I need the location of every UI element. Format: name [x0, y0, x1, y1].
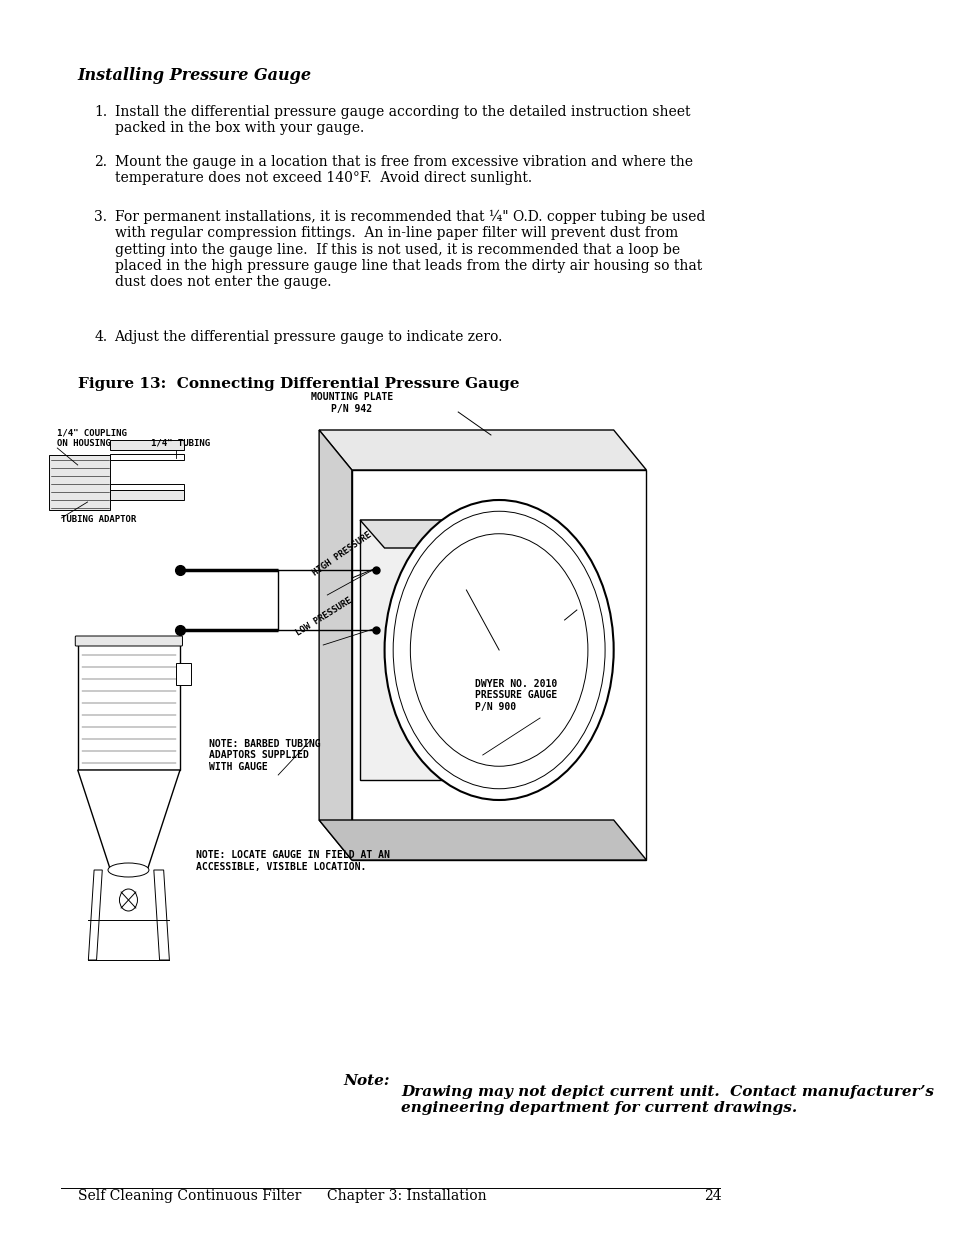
Text: Note:: Note:: [343, 1074, 390, 1088]
Text: For permanent installations, it is recommended that ¼" O.D. copper tubing be use: For permanent installations, it is recom…: [114, 210, 704, 289]
Text: Adjust the differential pressure gauge to indicate zero.: Adjust the differential pressure gauge t…: [114, 330, 502, 345]
Bar: [175, 663, 191, 685]
Polygon shape: [319, 820, 646, 860]
Text: Install the differential pressure gauge according to the detailed instruction sh: Install the differential pressure gauge …: [114, 105, 689, 135]
Text: 1/4" TUBING: 1/4" TUBING: [152, 438, 211, 447]
Polygon shape: [319, 430, 646, 471]
Text: Self Cleaning Continuous Filter: Self Cleaning Continuous Filter: [77, 1189, 301, 1203]
Bar: [111, 454, 184, 459]
Text: Drawing may not depict current unit.  Contact manufacturer’s
engineering departm: Drawing may not depict current unit. Con…: [400, 1086, 933, 1115]
Bar: [111, 490, 184, 500]
Bar: [111, 440, 184, 450]
Text: Installing Pressure Gauge: Installing Pressure Gauge: [77, 67, 312, 84]
Ellipse shape: [410, 534, 587, 766]
Bar: [111, 484, 184, 490]
Polygon shape: [359, 520, 466, 781]
Polygon shape: [359, 520, 491, 548]
Text: 2.: 2.: [94, 156, 107, 169]
Ellipse shape: [384, 500, 613, 800]
Ellipse shape: [393, 511, 604, 789]
Polygon shape: [77, 640, 180, 769]
Text: MOUNTING PLATE
P/N 942: MOUNTING PLATE P/N 942: [311, 393, 393, 414]
Text: NOTE: LOCATE GAUGE IN FIELD AT AN
ACCESSIBLE, VISIBLE LOCATION.: NOTE: LOCATE GAUGE IN FIELD AT AN ACCESS…: [196, 851, 390, 872]
FancyBboxPatch shape: [75, 636, 182, 646]
Text: LOW PRESSURE: LOW PRESSURE: [294, 597, 354, 638]
Ellipse shape: [119, 889, 137, 911]
Text: Chapter 3: Installation: Chapter 3: Installation: [327, 1189, 486, 1203]
Ellipse shape: [108, 863, 149, 877]
Text: 24: 24: [703, 1189, 720, 1203]
Ellipse shape: [598, 626, 612, 655]
Polygon shape: [319, 430, 352, 860]
Polygon shape: [49, 454, 111, 510]
Text: 3.: 3.: [94, 210, 107, 224]
Text: 1/4" COUPLING
ON HOUSING: 1/4" COUPLING ON HOUSING: [57, 429, 127, 448]
Polygon shape: [352, 471, 646, 860]
Polygon shape: [153, 869, 170, 960]
Text: HIGH PRESSURE: HIGH PRESSURE: [311, 531, 373, 578]
Text: Figure 13:  Connecting Differential Pressure Gauge: Figure 13: Connecting Differential Press…: [77, 377, 518, 391]
Text: TUBING ADAPTOR: TUBING ADAPTOR: [61, 515, 136, 524]
Text: DWYER NO. 2010
PRESSURE GAUGE
P/N 900: DWYER NO. 2010 PRESSURE GAUGE P/N 900: [474, 679, 557, 713]
Text: Mount the gauge in a location that is free from excessive vibration and where th: Mount the gauge in a location that is fr…: [114, 156, 692, 185]
Polygon shape: [89, 869, 102, 960]
Text: 1.: 1.: [94, 105, 107, 119]
Text: 4.: 4.: [94, 330, 107, 345]
Text: NOTE: BARBED TUBING
ADAPTORS SUPPLIED
WITH GAUGE: NOTE: BARBED TUBING ADAPTORS SUPPLIED WI…: [209, 739, 320, 772]
Polygon shape: [77, 769, 180, 869]
